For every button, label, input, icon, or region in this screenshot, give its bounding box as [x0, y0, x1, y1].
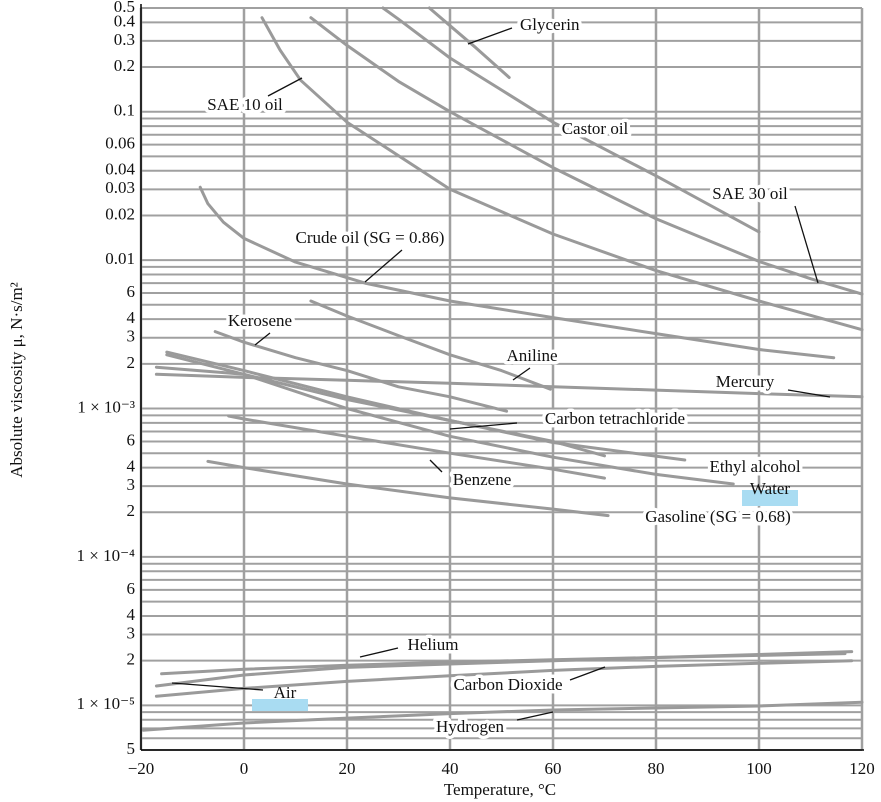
- series-label: Helium: [408, 635, 459, 654]
- leader-line: [429, 459, 443, 473]
- curve: [227, 414, 606, 480]
- y-tick-label: 6: [127, 282, 136, 301]
- y-tick-label: 0.03: [105, 178, 135, 197]
- x-tick-label: 60: [545, 759, 562, 778]
- series-label: Ethyl alcohol: [709, 457, 800, 476]
- y-tick-label: 4: [127, 605, 136, 624]
- series-label: SAE 30 oil: [712, 184, 788, 203]
- leader-line: [359, 647, 399, 658]
- y-tick-label: 0.4: [114, 11, 136, 30]
- series-label: Gasoline (SG = 0.68): [645, 507, 791, 526]
- series-label: Hydrogen: [436, 717, 504, 736]
- curves: [141, 6, 864, 732]
- y-axis-label: Absolute viscosity μ, N·s/m²: [7, 282, 26, 478]
- y-tick-label: 1 × 10⁻³: [77, 397, 135, 416]
- x-tick-label: 80: [648, 759, 665, 778]
- x-axis-label: Temperature, °C: [444, 780, 556, 799]
- x-tick-label: 20: [339, 759, 356, 778]
- labels: Glycerin SAE 10 oil Castor oil SAE 30 oil Cr…: [171, 11, 831, 739]
- y-tick-label: 0.5: [114, 0, 135, 16]
- y-tick-label: 3: [127, 475, 136, 494]
- series-label: SAE 10 oil: [207, 95, 283, 114]
- curve: [260, 16, 864, 332]
- label-highlight: [742, 490, 798, 506]
- curve: [381, 6, 761, 234]
- curve: [309, 299, 552, 391]
- y-tick-label: 4: [127, 308, 136, 327]
- curve: [154, 365, 735, 486]
- leader-line: [787, 389, 831, 398]
- x-tick-label: 100: [746, 759, 772, 778]
- y-tick-label: 0.06: [105, 134, 135, 153]
- leader-line: [364, 249, 403, 283]
- y-tick-label: 1 × 10⁻⁴: [77, 546, 136, 565]
- series-label: Glycerin: [520, 15, 580, 34]
- curve: [165, 350, 687, 462]
- series-label: Water: [750, 479, 790, 498]
- y-tick-label: 0.02: [105, 204, 135, 223]
- y-tick-label: 4: [127, 456, 136, 475]
- series-label: Crude oil (SG = 0.86): [296, 228, 445, 247]
- curve: [213, 330, 509, 413]
- y-tick-label: 0.1: [114, 101, 135, 120]
- series-label: Carbon Dioxide: [453, 675, 562, 694]
- leader-line: [516, 711, 554, 721]
- curve: [309, 16, 864, 296]
- y-tick-label: 2: [127, 353, 136, 372]
- y-tick-label: 6: [127, 430, 136, 449]
- series-label: Mercury: [716, 372, 775, 391]
- curve: [141, 700, 864, 732]
- x-tick-label: 40: [442, 759, 459, 778]
- leader-line: [512, 367, 531, 381]
- leader-line: [569, 666, 606, 681]
- leader-line: [794, 205, 819, 284]
- y-tick-label: 0.3: [114, 30, 135, 49]
- y-tick-label: 0.2: [114, 56, 135, 75]
- leader-line: [449, 422, 518, 430]
- series-label: Air: [274, 683, 297, 702]
- x-tick-label: 0: [240, 759, 249, 778]
- series-label: Aniline: [507, 346, 558, 365]
- y-tick-label: 6: [127, 579, 136, 598]
- x-tick-label: 120: [849, 759, 875, 778]
- series-label: Carbon tetrachloride: [545, 409, 685, 428]
- leader-line: [171, 682, 264, 691]
- y-tick-label: 0.01: [105, 249, 135, 268]
- leader-line: [254, 332, 271, 346]
- leader-line: [467, 27, 513, 45]
- leader-line: [267, 77, 303, 97]
- y-tick-label: 5: [127, 739, 136, 758]
- y-tick-label: 3: [127, 623, 136, 642]
- y-tick-label: 2: [127, 501, 136, 520]
- curve: [198, 185, 836, 360]
- curve: [154, 659, 854, 698]
- series-label: Kerosene: [228, 311, 292, 330]
- y-tick-label: 3: [127, 327, 136, 346]
- label-highlight: [252, 699, 308, 711]
- x-tick-label: −20: [128, 759, 155, 778]
- y-tick-label: 1 × 10⁻⁵: [77, 694, 136, 713]
- curve: [206, 459, 610, 518]
- curve: [154, 650, 854, 688]
- series-label: Castor oil: [562, 119, 629, 138]
- curve: [427, 6, 511, 79]
- series-label: Benzene: [453, 470, 512, 489]
- y-tick-label: 0.04: [105, 160, 135, 179]
- y-tick-label: 2: [127, 650, 136, 669]
